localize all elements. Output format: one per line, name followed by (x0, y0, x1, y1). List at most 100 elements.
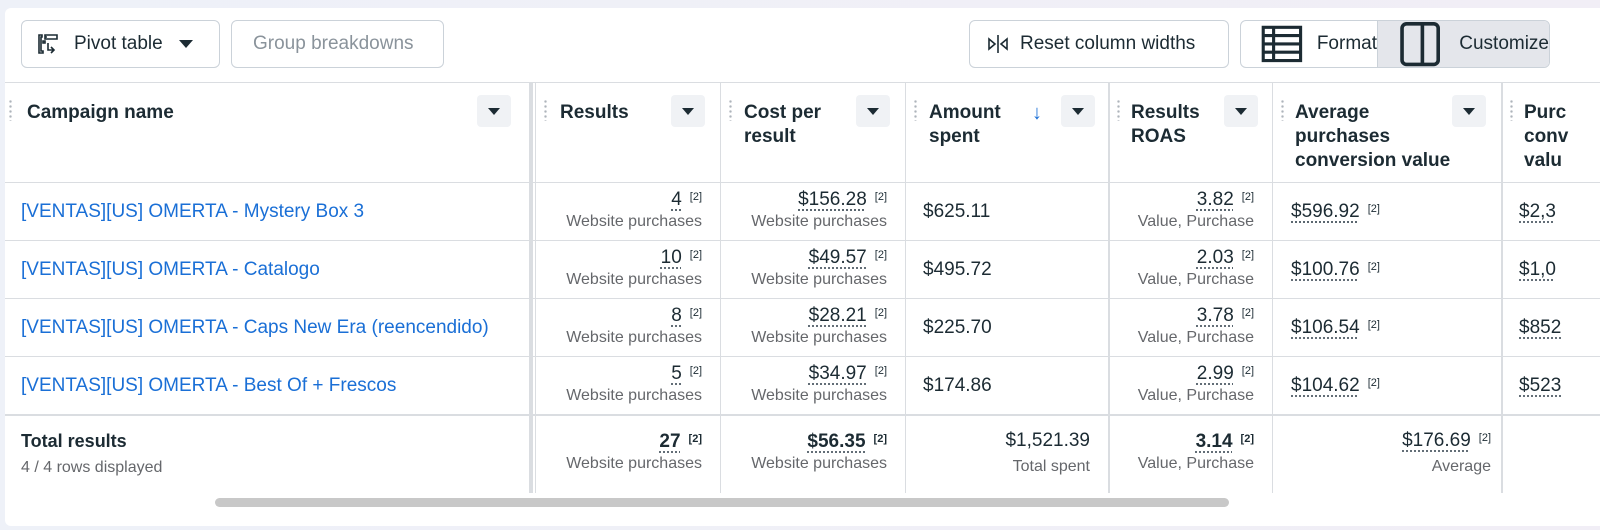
results-roas-cell: 2.03 [2] Value, Purchase (1108, 247, 1272, 289)
avg-value[interactable]: $106.54 (1291, 317, 1360, 338)
results-roas-cell: 3.82 [2] Value, Purchase (1108, 189, 1272, 231)
average-value-cell: $596.92 [2] (1291, 201, 1380, 223)
totals-amount-value: $1,521.39 (1005, 430, 1090, 451)
campaign-link[interactable]: [VENTAS][US] OMERTA - Best Of + Frescos (21, 375, 397, 396)
drag-handle-icon[interactable] (9, 99, 12, 121)
header-average-purchases-conversion-value[interactable]: Average purchases conversion value (1277, 83, 1501, 182)
campaign-name-cell: [VENTAS][US] OMERTA - Best Of + Frescos (21, 375, 526, 397)
results-roas-cell: 3.78 [2] Value, Purchase (1108, 305, 1272, 347)
header-campaign-name[interactable]: Campaign name (5, 83, 529, 182)
results-value[interactable]: 8 (671, 305, 682, 326)
avg-value[interactable]: $104.62 (1291, 375, 1360, 396)
column-menu-button[interactable] (856, 95, 890, 127)
drag-handle-icon[interactable] (729, 99, 732, 121)
sort-descending-icon[interactable]: ↓ (1032, 102, 1042, 124)
column-menu-button[interactable] (1061, 95, 1095, 127)
totals-cost-per-result: $56.35 [2] Website purchases (720, 431, 905, 473)
totals-roas-value[interactable]: 3.14 (1195, 431, 1233, 452)
header-amount-spent[interactable]: Amount spent ↓ (910, 83, 1108, 182)
results-value[interactable]: 10 (660, 247, 682, 268)
column-menu-button[interactable] (1224, 95, 1258, 127)
customize-label: Customize (1459, 33, 1549, 54)
purchases-value-cell: $852 (1519, 317, 1600, 339)
header-label-line2: conv (1524, 126, 1569, 147)
pivot-icon (38, 34, 58, 54)
cpr-value[interactable]: $156.28 (798, 189, 867, 210)
header-label-line2: result (744, 126, 796, 147)
drag-handle-icon[interactable] (1117, 99, 1120, 121)
purchases-value-cell: $2,3 (1519, 201, 1600, 223)
header-purchases-conversion-value[interactable]: Purc conv valu (1506, 83, 1600, 182)
purch-value[interactable]: $852 (1519, 317, 1562, 338)
totals-average-value: $176.69 [2] Average (1272, 430, 1501, 476)
cpr-value[interactable]: $34.97 (808, 363, 867, 384)
purch-value[interactable]: $1,0 (1519, 259, 1556, 280)
results-table: Campaign name Results Cost per result Am… (5, 82, 1600, 526)
roas-value[interactable]: 3.82 (1196, 189, 1234, 210)
header-label-line2: spent (929, 126, 980, 147)
horizontal-scrollbar[interactable] (215, 498, 1229, 507)
column-menu-button[interactable] (1452, 95, 1486, 127)
footnote-ref: [2] (1241, 191, 1254, 203)
results-sub: Website purchases (566, 387, 702, 404)
footnote-ref: [2] (689, 249, 702, 261)
reset-column-widths-button[interactable]: Reset column widths (969, 20, 1229, 68)
drag-handle-icon[interactable] (914, 99, 917, 121)
totals-cpr-value[interactable]: $56.35 (807, 431, 866, 452)
roas-value[interactable]: 3.78 (1196, 305, 1234, 326)
column-menu-button[interactable] (671, 95, 705, 127)
drag-handle-icon[interactable] (1510, 99, 1513, 121)
totals-results-roas: 3.14 [2] Value, Purchase (1108, 431, 1272, 473)
column-divider (1501, 83, 1503, 493)
row-divider (5, 182, 1600, 183)
header-label-line3: conversion value (1295, 150, 1451, 171)
column-menu-button[interactable] (477, 95, 511, 127)
header-results[interactable]: Results (540, 83, 720, 182)
header-label-line1: Results (1131, 102, 1200, 123)
avg-value[interactable]: $100.76 (1291, 259, 1360, 280)
average-value-cell: $106.54 [2] (1291, 317, 1380, 339)
column-divider (905, 83, 906, 493)
footnote-ref: [2] (1367, 319, 1380, 331)
footnote-ref: [2] (1367, 203, 1380, 215)
purchases-value-cell: $1,0 (1519, 259, 1600, 281)
group-breakdowns-button[interactable]: Group breakdowns (231, 20, 444, 68)
campaign-link[interactable]: [VENTAS][US] OMERTA - Caps New Era (reen… (21, 317, 489, 338)
purch-value[interactable]: $2,3 (1519, 201, 1556, 222)
totals-label: Total results 4 / 4 rows displayed (21, 431, 162, 477)
column-divider (1108, 83, 1110, 493)
purch-value[interactable]: $523 (1519, 375, 1562, 396)
row-divider (5, 356, 1600, 357)
purchases-value-cell: $523 (1519, 375, 1600, 397)
row-divider (5, 240, 1600, 241)
group-breakdowns-label: Group breakdowns (253, 33, 414, 54)
footnote-ref: [2] (874, 307, 887, 319)
amount-value: $174.86 (923, 375, 992, 396)
cpr-sub: Website purchases (751, 329, 887, 346)
format-button[interactable]: Format (1241, 21, 1377, 67)
totals-results-value[interactable]: 27 (659, 431, 681, 452)
campaign-link[interactable]: [VENTAS][US] OMERTA - Catalogo (21, 259, 320, 280)
roas-sub: Value, Purchase (1137, 329, 1254, 346)
drag-handle-icon[interactable] (544, 99, 547, 121)
header-cost-per-result[interactable]: Cost per result (725, 83, 905, 182)
drag-handle-icon[interactable] (1281, 99, 1284, 121)
cost-per-result-cell: $49.57 [2] Website purchases (720, 247, 905, 289)
footnote-ref: [2] (1241, 307, 1254, 319)
roas-value[interactable]: 2.03 (1196, 247, 1234, 268)
customize-button[interactable]: Customize (1377, 21, 1549, 67)
frozen-column-divider[interactable] (529, 83, 533, 493)
avg-value[interactable]: $596.92 (1291, 201, 1360, 222)
pivot-table-label: Pivot table (74, 33, 163, 54)
cpr-value[interactable]: $49.57 (808, 247, 867, 268)
pivot-table-button[interactable]: Pivot table (21, 20, 220, 68)
results-sub: Website purchases (566, 271, 702, 288)
roas-value[interactable]: 2.99 (1196, 363, 1234, 384)
results-value[interactable]: 4 (671, 189, 682, 210)
results-value[interactable]: 5 (671, 363, 682, 384)
footnote-ref: [2] (1367, 261, 1380, 273)
totals-avg-value[interactable]: $176.69 (1402, 430, 1471, 451)
cpr-value[interactable]: $28.21 (808, 305, 867, 326)
campaign-link[interactable]: [VENTAS][US] OMERTA - Mystery Box 3 (21, 201, 365, 222)
header-results-roas[interactable]: Results ROAS (1113, 83, 1272, 182)
